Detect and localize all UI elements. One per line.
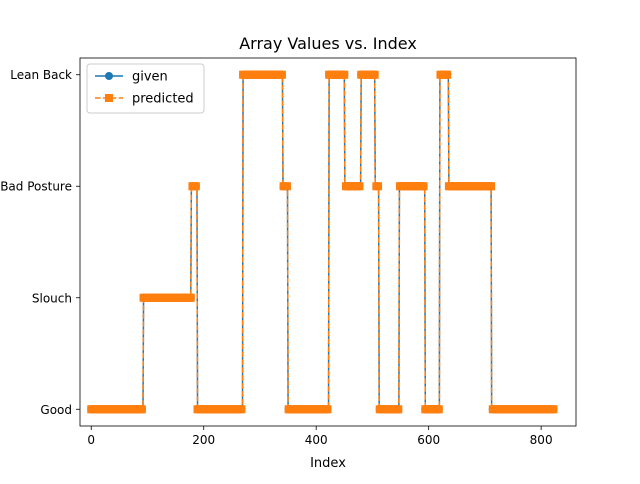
legend: given predicted <box>86 63 205 114</box>
x-tick-label: 400 <box>305 433 328 447</box>
series-markers-predicted <box>87 70 558 414</box>
data-point <box>237 405 246 414</box>
chart-title: Array Values vs. Index <box>239 34 417 53</box>
series-layer <box>87 70 558 414</box>
data-point <box>374 182 383 191</box>
y-tick-label: Slouch <box>32 291 72 305</box>
data-point <box>282 182 291 191</box>
legend-marker <box>105 94 113 102</box>
x-axis-label: Index <box>310 456 346 471</box>
y-tick-label: Good <box>40 403 72 417</box>
data-point <box>355 182 364 191</box>
legend-entry-given: given <box>95 70 168 85</box>
data-point <box>394 405 403 414</box>
data-point <box>549 405 558 414</box>
data-point <box>487 182 496 191</box>
legend-label: predicted <box>132 92 194 107</box>
legend-entry-predicted: predicted <box>95 92 194 107</box>
data-point <box>340 70 349 79</box>
legend-label: given <box>132 70 168 85</box>
x-tick-label: 600 <box>417 433 440 447</box>
data-point <box>419 182 428 191</box>
x-tick-label: 800 <box>530 433 553 447</box>
legend-marker <box>105 72 113 80</box>
x-tick-label: 200 <box>192 433 215 447</box>
x-tick-label: 0 <box>87 433 95 447</box>
data-point <box>186 293 195 302</box>
data-point <box>137 405 146 414</box>
data-point <box>277 70 286 79</box>
ticks-layer: 0 200 400 600 800 Good Slouch Bad Posture Lean B… <box>0 68 552 447</box>
plot-frame <box>79 57 577 427</box>
data-point <box>323 405 332 414</box>
data-point <box>370 70 379 79</box>
series-predicted <box>87 70 558 414</box>
data-point <box>434 405 443 414</box>
y-tick-label: Lean Back <box>10 68 72 82</box>
y-tick-label: Bad Posture <box>0 180 72 194</box>
data-point <box>443 70 452 79</box>
data-point <box>191 182 200 191</box>
